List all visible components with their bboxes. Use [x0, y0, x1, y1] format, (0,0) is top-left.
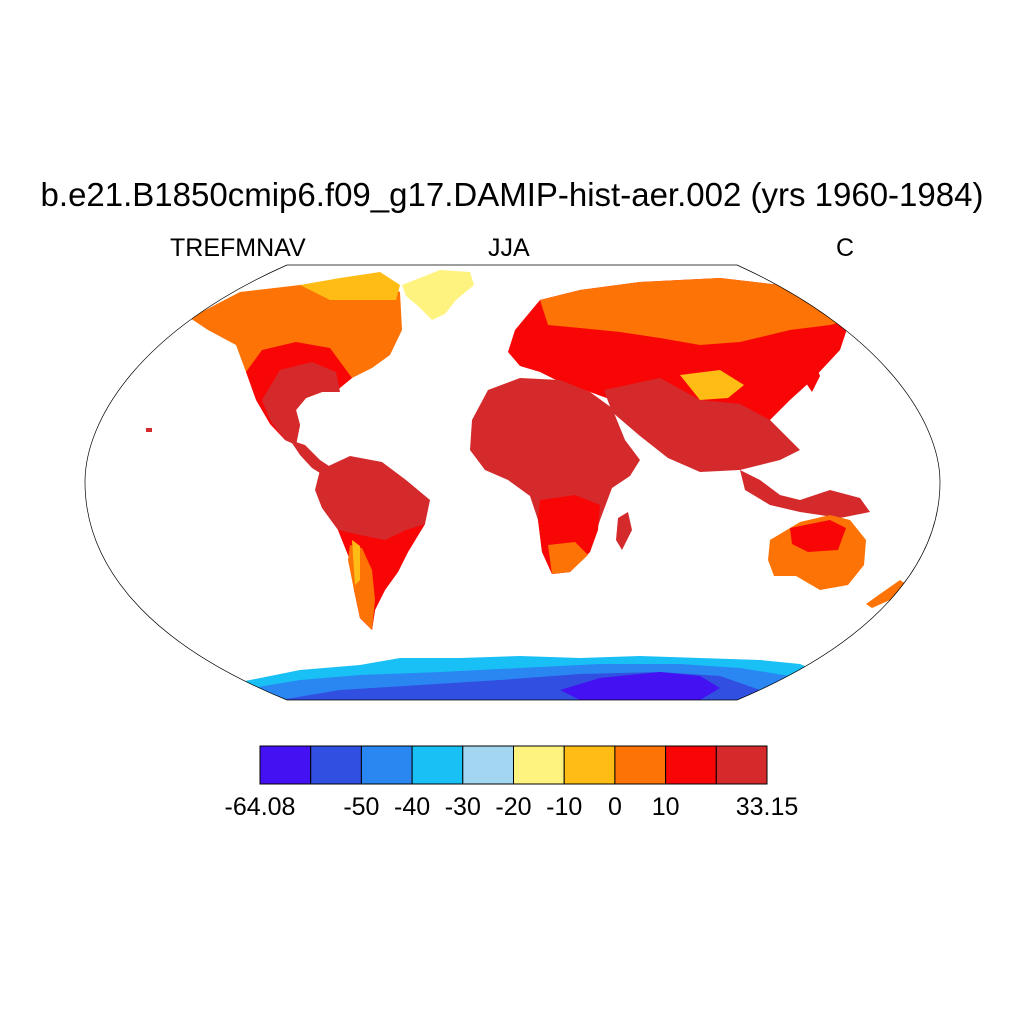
colorbar-box-5 — [513, 745, 565, 785]
colorbar-box-7 — [614, 745, 667, 785]
colorbar-label: -20 — [495, 793, 532, 821]
north-america — [146, 272, 402, 480]
variable-label: TREFMNAV — [170, 234, 306, 262]
antarctica — [150, 656, 880, 700]
colorbar-label: 10 — [651, 793, 680, 821]
colorbar-label: 0 — [607, 793, 622, 821]
colorbar-box-0 — [259, 745, 312, 785]
colorbar-box-3 — [411, 745, 464, 785]
colorbar-label: -50 — [343, 793, 380, 821]
colorbar-label: 33.15 — [735, 793, 799, 821]
colorbar-box-9 — [715, 745, 768, 785]
australia — [768, 515, 906, 608]
units-label: C — [836, 234, 855, 262]
colorbar-label: -10 — [546, 793, 583, 821]
colorbar-box-8 — [665, 745, 717, 785]
colorbar-label: -64.08 — [224, 793, 296, 821]
map-outline — [84, 264, 941, 701]
greenland — [402, 270, 474, 320]
africa — [470, 378, 640, 574]
colorbar-label: -30 — [444, 793, 481, 821]
season-label: JJA — [488, 234, 530, 262]
colorbar-label: -40 — [394, 793, 431, 821]
colorbar-box-2 — [360, 745, 413, 785]
colorbar-box-1 — [310, 745, 362, 785]
colorbar-box-4 — [462, 745, 514, 785]
plot-title: b.e21.B1850cmip6.f09_g17.DAMIP-hist-aer.… — [40, 176, 984, 213]
eurasia — [508, 278, 850, 472]
south-america — [315, 456, 430, 630]
colorbar-box-6 — [563, 745, 616, 785]
maritime-asia — [740, 470, 870, 518]
